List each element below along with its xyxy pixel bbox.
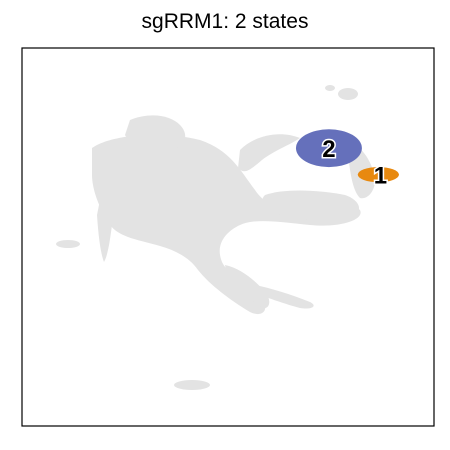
bg-cluster-isolated-topright [338, 88, 358, 100]
state-2-cluster [295, 129, 362, 168]
bg-cluster-right-arc [238, 134, 300, 172]
bg-cluster-isolated-bottom [174, 380, 210, 390]
state-1-cluster [357, 167, 399, 183]
bg-cluster-right-lower [262, 190, 360, 220]
highlighted-clusters [295, 129, 399, 183]
bg-cluster-isolated-topright-2 [325, 85, 335, 91]
state-2-label: 2 [322, 136, 335, 163]
state-1-label: 1 [374, 163, 387, 190]
plot-frame [21, 47, 435, 427]
cluster-labels: 12 [321, 135, 389, 191]
bg-cluster-bottom-tail [225, 265, 270, 309]
bg-cluster-left-tail [97, 199, 113, 262]
bg-cluster-main [92, 134, 361, 315]
bg-cluster-bottom-spur [255, 285, 314, 309]
background-cells [56, 85, 376, 390]
chart-title: sgRRM1: 2 states [141, 10, 309, 33]
bg-cluster-isolated-left [56, 240, 80, 248]
bg-cluster-upper [125, 115, 186, 151]
